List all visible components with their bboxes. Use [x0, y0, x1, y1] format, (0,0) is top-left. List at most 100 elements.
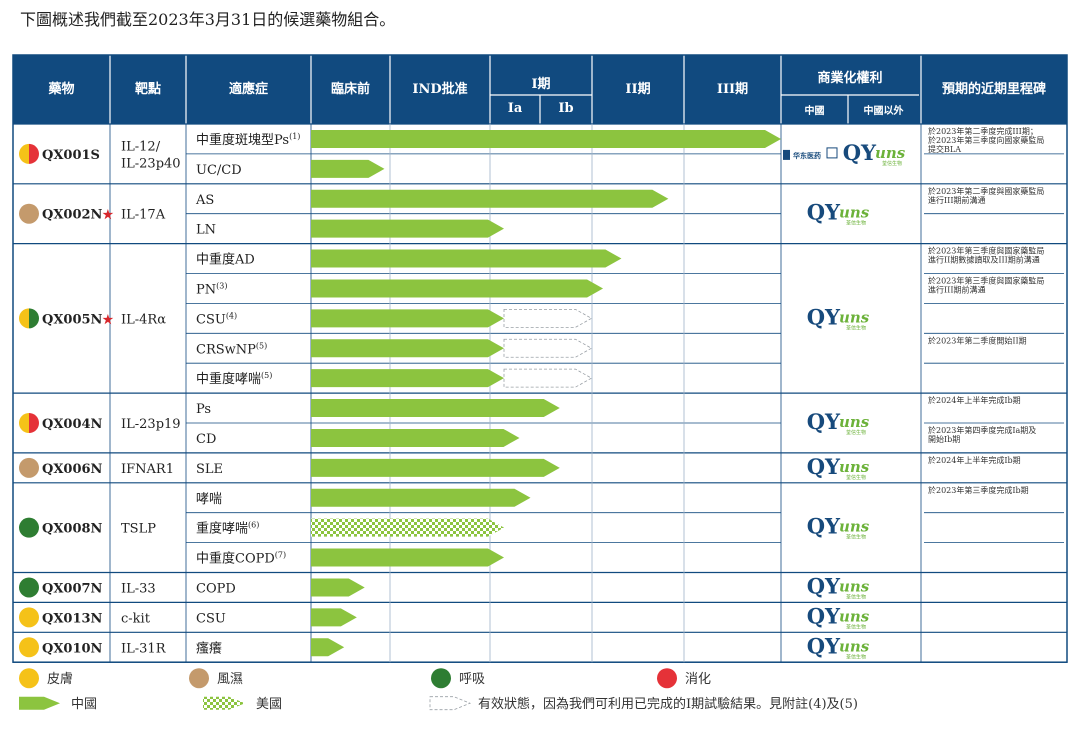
drug-star: ★	[102, 208, 113, 222]
china-progress-arrow	[311, 309, 504, 328]
milestone-text: 提交BLA	[928, 144, 961, 154]
target-label: IL-23p40	[121, 156, 181, 171]
svg-text:荃信生物: 荃信生物	[846, 429, 866, 436]
legend-derm-dot	[19, 668, 39, 689]
milestone-text: 進行III期前溝通	[928, 285, 985, 295]
intro-text: 下圖概述我們截至2023年3月31日的候選藥物組合。	[20, 10, 396, 29]
target-label: TSLP	[121, 522, 156, 537]
china-progress-arrow	[311, 339, 504, 358]
drug-name: QX010N	[42, 641, 103, 656]
china-progress-arrow	[311, 219, 504, 238]
china-progress-arrow	[311, 279, 604, 298]
header-commercial-china: 中國	[805, 104, 825, 117]
table-frame	[12, 54, 1068, 663]
china-progress-arrow	[311, 129, 781, 148]
svg-text:QY: QY	[807, 200, 841, 225]
legend-digest-label: 消化	[685, 672, 711, 687]
therapeutic-area-dot	[19, 203, 39, 224]
header-milestones: 預期的近期里程碑	[942, 81, 1046, 97]
therapeutic-area-dot	[19, 577, 39, 598]
indication-label: SLE	[196, 462, 223, 477]
header-preclinical: 臨床前	[331, 81, 370, 97]
indication-label: 中重度哮喘(5)	[196, 371, 272, 387]
header-phase1b: Ib	[558, 101, 573, 116]
drug-name: QX005N★	[42, 312, 113, 327]
china-progress-arrow	[311, 458, 560, 477]
indication-label: 重度哮喘(6)	[196, 521, 259, 537]
legend-us-label: 美國	[256, 697, 282, 712]
legend-rheum-dot	[189, 668, 209, 689]
milestone-text: 開始Ib期	[928, 434, 960, 444]
therapeutic-area-dot-right	[29, 143, 39, 164]
china-progress-arrow	[311, 369, 504, 388]
svg-text:荃信生物: 荃信生物	[846, 593, 866, 600]
legend-digest-dot	[657, 668, 677, 689]
header-target: 靶點	[135, 81, 161, 97]
milestone-text: 於2023年第三季度向國家藥監局	[928, 135, 1044, 145]
svg-text:荃信生物: 荃信生物	[846, 653, 866, 660]
legend-china-label: 中國	[71, 697, 97, 712]
header-phase2: II期	[625, 82, 650, 97]
svg-text:荃信生物: 荃信生物	[846, 623, 866, 630]
milestone-text: 於2023年第二季度開始II期	[928, 335, 1027, 345]
header-phase1a: Ia	[508, 101, 523, 116]
header-drug: 藥物	[47, 81, 74, 97]
drug-name: QX004N	[42, 417, 103, 432]
indication-label: 瘙癢	[196, 640, 222, 656]
svg-text:QY: QY	[807, 573, 841, 598]
indication-label: CD	[196, 432, 216, 447]
china-progress-arrow	[311, 608, 357, 627]
therapeutic-area-dot	[19, 457, 39, 478]
svg-text:华东医药: 华东医药	[793, 151, 821, 160]
svg-text:荃信生物: 荃信生物	[846, 324, 866, 331]
svg-text:荃信生物: 荃信生物	[846, 220, 866, 227]
therapeutic-area-dot-right	[29, 308, 39, 329]
indication-label: CSU	[196, 611, 226, 626]
indication-label: COPD	[196, 581, 236, 596]
svg-text:荃信生物: 荃信生物	[846, 474, 866, 481]
dashed-status-arrow	[503, 308, 593, 328]
target-label: c-kit	[121, 611, 151, 626]
indication-note: (6)	[248, 521, 259, 530]
svg-text:QY: QY	[807, 304, 841, 329]
target-label: IFNAR1	[121, 462, 174, 477]
milestone-text: 於2024年上半年完成Ib期	[928, 455, 1021, 465]
drug-name: QX002N★	[42, 208, 113, 223]
svg-text:QY: QY	[807, 633, 841, 658]
therapeutic-area-dot	[19, 637, 39, 658]
milestone-text: 於2023年第三季度與國家藥監局	[928, 276, 1044, 286]
china-progress-arrow	[311, 488, 531, 507]
us-progress-arrow	[311, 518, 504, 537]
milestone-text: 於2023年第三季度完成Ib期	[928, 485, 1029, 495]
svg-text:uns: uns	[839, 204, 870, 222]
svg-text:QY: QY	[807, 454, 841, 479]
partner-logo: 华东医药	[783, 147, 838, 160]
indication-label: CSU(4)	[196, 311, 237, 327]
svg-text:uns: uns	[839, 308, 870, 326]
target-label: IL-4Rα	[121, 312, 166, 327]
indication-label: 中重度COPD(7)	[196, 551, 286, 567]
milestone-text: 於2023年第二季度與國家藥監局	[928, 186, 1044, 196]
svg-text:荃信生物: 荃信生物	[846, 534, 866, 541]
header-commercial: 商業化權利	[817, 70, 882, 86]
legend-rheum-label: 風濕	[217, 672, 243, 687]
target-label: IL-31R	[121, 641, 167, 656]
svg-text:uns: uns	[839, 607, 870, 625]
legend-resp-label: 呼吸	[459, 672, 485, 687]
milestone-text: 於2023年第二季度完成III期；	[928, 126, 1038, 136]
indication-label: LN	[196, 223, 216, 238]
milestone-text: 於2024年上半年完成Ib期	[928, 395, 1021, 405]
svg-text:uns: uns	[875, 144, 906, 162]
milestone-text: 進行III期前溝通	[928, 195, 985, 205]
svg-text:uns: uns	[839, 458, 870, 476]
legend-resp-dot	[431, 668, 451, 689]
drug-name: QX006N	[42, 462, 103, 477]
dashed-status-arrow	[503, 368, 593, 388]
